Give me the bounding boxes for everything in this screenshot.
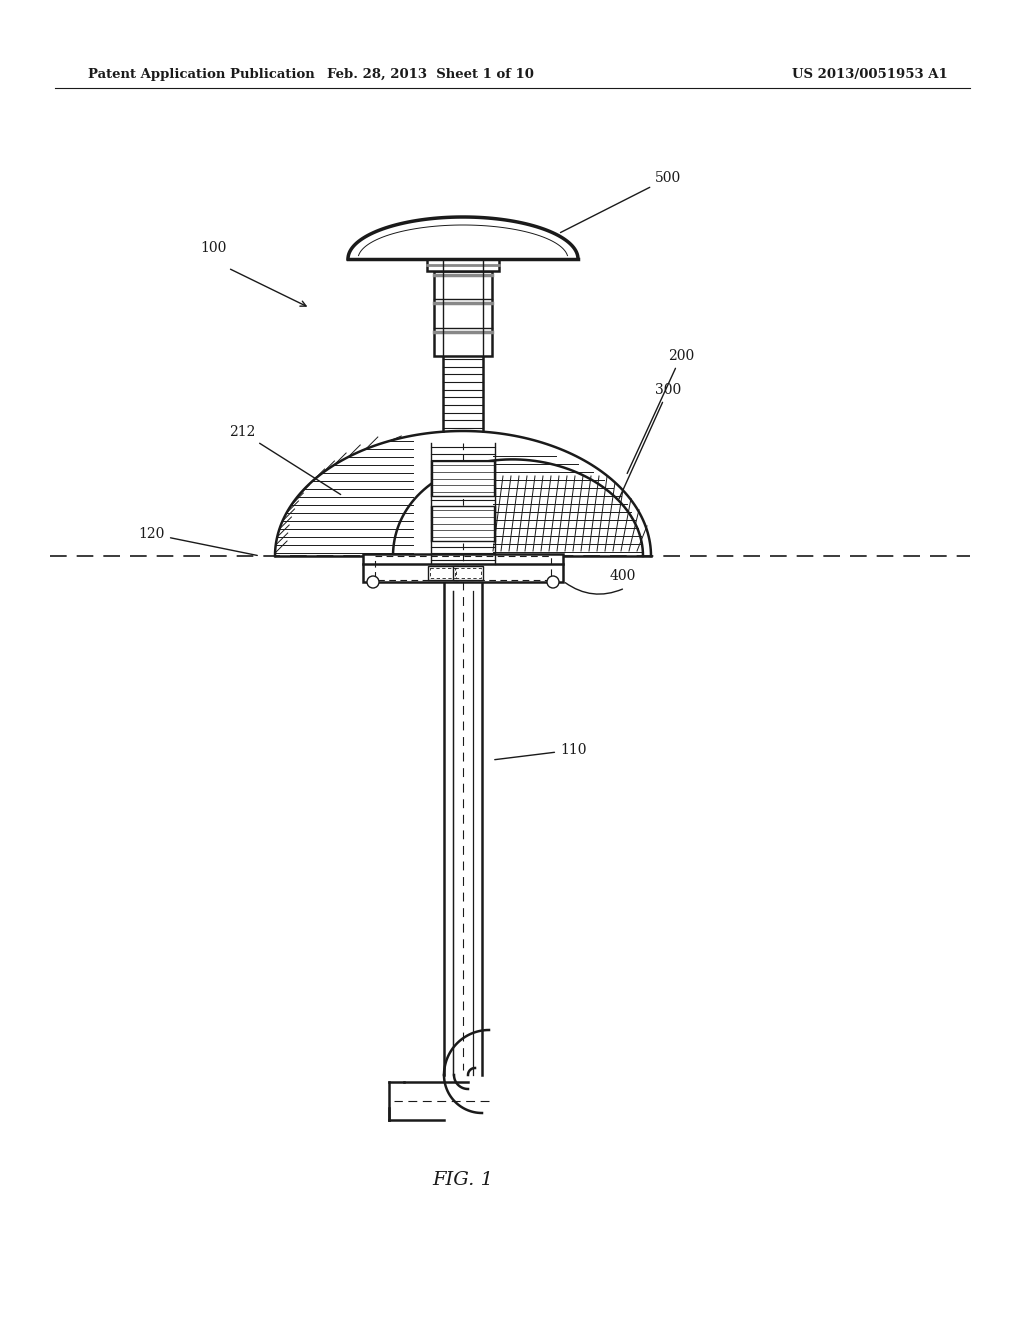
Bar xyxy=(453,566,483,579)
Text: 120: 120 xyxy=(138,527,257,556)
Bar xyxy=(428,566,458,579)
Text: US 2013/0051953 A1: US 2013/0051953 A1 xyxy=(793,69,948,81)
Text: 110: 110 xyxy=(495,743,587,760)
Bar xyxy=(434,271,492,356)
Text: 500: 500 xyxy=(560,172,681,232)
Text: FIG. 1: FIG. 1 xyxy=(432,1171,494,1189)
Text: 400: 400 xyxy=(610,569,636,583)
Circle shape xyxy=(367,576,379,587)
Circle shape xyxy=(547,576,559,587)
Bar xyxy=(432,506,494,541)
Text: Patent Application Publication: Patent Application Publication xyxy=(88,69,314,81)
Text: 200: 200 xyxy=(627,348,694,474)
Text: 212: 212 xyxy=(228,425,341,495)
Bar xyxy=(362,554,563,582)
Bar xyxy=(432,461,494,496)
Text: 100: 100 xyxy=(200,242,226,255)
Bar xyxy=(427,259,499,271)
Text: 300: 300 xyxy=(620,383,681,499)
Text: Feb. 28, 2013  Sheet 1 of 10: Feb. 28, 2013 Sheet 1 of 10 xyxy=(327,69,534,81)
